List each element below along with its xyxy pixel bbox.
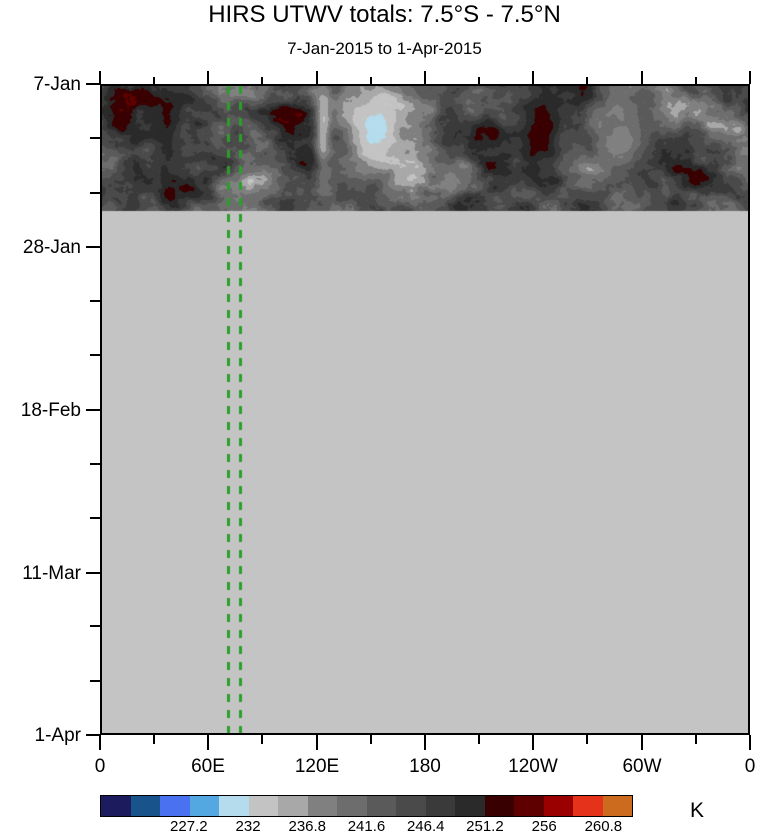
colorbar-segment — [602, 796, 632, 816]
y-axis-tick — [86, 409, 100, 411]
colorbar-tick-label: 241.6 — [347, 818, 386, 835]
colorbar-segment — [455, 796, 485, 816]
x-axis-minor-tick — [370, 77, 372, 84]
x-axis-tick — [316, 71, 318, 84]
x-axis-tick — [641, 735, 643, 750]
x-axis-label: 120E — [294, 756, 340, 777]
colorbar-segment — [278, 796, 308, 816]
x-axis-tick — [207, 735, 209, 750]
x-axis-minor-tick — [370, 735, 372, 744]
colorbar-unit-label: K — [690, 799, 705, 822]
x-axis-tick — [424, 71, 426, 84]
colorbar-segment — [101, 796, 131, 816]
page-subtitle: 7-Jan-2015 to 1-Apr-2015 — [287, 39, 482, 58]
x-axis-label: 180 — [409, 756, 441, 777]
x-axis-label: 60E — [191, 756, 225, 777]
colorbar-segment — [307, 796, 337, 816]
heatmap-canvas — [102, 86, 748, 733]
y-axis-label: 1-Apr — [34, 725, 81, 746]
x-axis-minor-tick — [695, 77, 697, 84]
y-axis-minor-tick — [90, 137, 100, 139]
y-axis-minor-tick — [90, 300, 100, 302]
colorbar-segment — [543, 796, 573, 816]
x-axis-tick — [749, 735, 751, 750]
x-axis-minor-tick — [153, 77, 155, 84]
colorbar-tick-label: 260.8 — [584, 818, 623, 835]
colorbar-tick-label: 256 — [531, 818, 557, 835]
x-axis-tick — [749, 71, 751, 84]
x-axis-minor-tick — [478, 735, 480, 744]
colorbar-segment — [189, 796, 219, 816]
y-axis-tick — [86, 734, 100, 736]
x-axis-tick — [99, 735, 101, 750]
y-axis-minor-tick — [90, 463, 100, 465]
x-axis-label: 0 — [744, 756, 756, 777]
colorbar-segment — [337, 796, 367, 816]
y-axis-label: 7-Jan — [33, 74, 81, 95]
y-axis-tick — [86, 572, 100, 574]
y-axis-minor-tick — [90, 354, 100, 356]
colorbar-tick-label: 236.8 — [288, 818, 327, 835]
colorbar-segment — [366, 796, 396, 816]
colorbar-tick-label: 251.2 — [466, 818, 504, 835]
x-axis-tick — [424, 735, 426, 750]
colorbar-segment — [514, 796, 544, 816]
x-axis-tick — [99, 71, 101, 84]
colorbar-tick-label: 232 — [235, 818, 261, 835]
colorbar-segment — [484, 796, 514, 816]
x-axis-minor-tick — [586, 735, 588, 744]
y-axis-label: 18-Feb — [20, 400, 81, 421]
x-axis-minor-tick — [478, 77, 480, 84]
x-axis-minor-tick — [153, 735, 155, 744]
x-axis-tick — [532, 71, 534, 84]
colorbar-segment — [396, 796, 426, 816]
x-axis-label: 60W — [622, 756, 662, 777]
y-axis-minor-tick — [90, 517, 100, 519]
colorbar-segment — [573, 796, 603, 816]
x-axis-tick — [532, 735, 534, 750]
x-axis-label: 0 — [94, 756, 106, 777]
x-axis-tick — [207, 71, 209, 84]
colorbar-segment — [425, 796, 455, 816]
y-axis-label: 11-Mar — [22, 563, 81, 584]
y-axis-minor-tick — [90, 680, 100, 682]
colorbar-segment — [130, 796, 160, 816]
x-axis-tick — [316, 735, 318, 750]
hovmoller-plot-panel — [100, 84, 750, 735]
y-axis-tick — [86, 83, 100, 85]
y-axis-label: 28-Jan — [22, 237, 81, 258]
x-axis-minor-tick — [586, 77, 588, 84]
y-axis-tick — [86, 246, 100, 248]
x-axis-label: 120W — [508, 756, 558, 777]
page-title: HIRS UTWV totals: 7.5°S - 7.5°N — [208, 1, 561, 28]
x-axis-minor-tick — [261, 735, 263, 744]
colorbar-segment — [248, 796, 278, 816]
x-axis-minor-tick — [261, 77, 263, 84]
x-axis-minor-tick — [695, 735, 697, 744]
y-axis-minor-tick — [90, 625, 100, 627]
colorbar-segment — [160, 796, 190, 816]
x-axis-tick — [641, 71, 643, 84]
colorbar-tick-label: 227.2 — [170, 818, 208, 835]
colorbar-tick-label: 246.4 — [406, 818, 445, 835]
colorbar-segment — [219, 796, 249, 816]
colorbar — [100, 795, 633, 817]
y-axis-minor-tick — [90, 192, 100, 194]
